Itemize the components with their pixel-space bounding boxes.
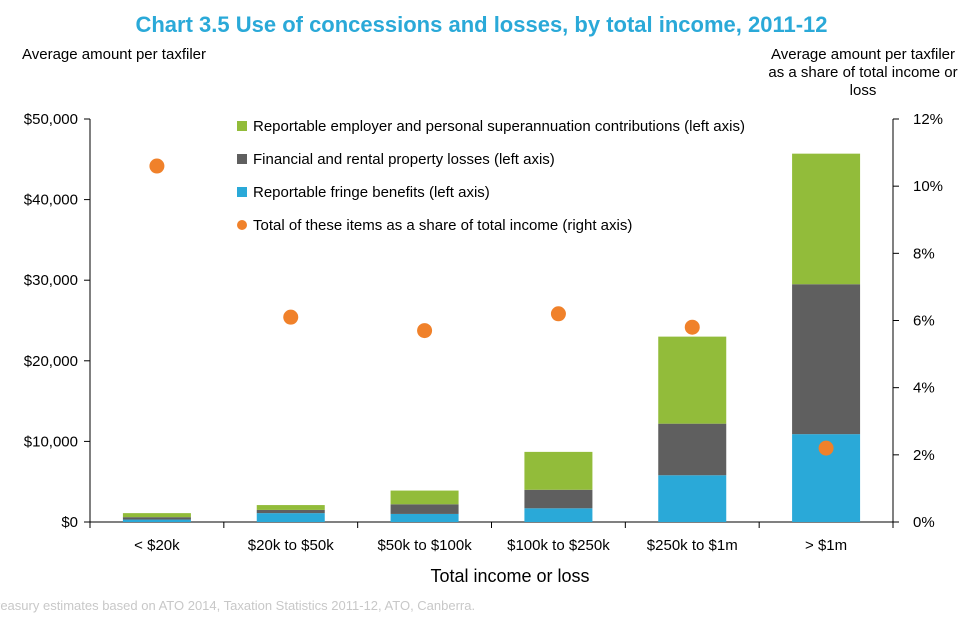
left-tick-label: $0 <box>61 514 78 531</box>
share-point <box>818 440 834 456</box>
left-tick-label: $40,000 <box>24 192 78 209</box>
left-tick-label: $20,000 <box>24 353 78 370</box>
bar-segment-2 <box>658 336 727 424</box>
right-tick-label: 6% <box>913 313 935 330</box>
share-point <box>283 309 299 325</box>
bar-segment-2 <box>390 490 459 505</box>
bar-segment-1 <box>524 489 593 509</box>
x-tick-label: $250k to $1m <box>647 537 738 554</box>
legend-swatch <box>237 187 247 197</box>
x-tick-label: $100k to $250k <box>507 537 610 554</box>
points <box>149 158 834 456</box>
right-axis-title: Average amount per taxfiler as a share o… <box>768 46 958 99</box>
source-note: reasury estimates based on ATO 2014, Tax… <box>0 598 476 613</box>
legend-swatch <box>237 121 247 131</box>
share-point <box>149 158 165 174</box>
x-tick-label: < $20k <box>134 537 180 554</box>
legend-swatch <box>237 154 247 164</box>
right-tick-label: 12% <box>913 111 943 128</box>
right-tick-label: 2% <box>913 447 935 464</box>
chart-title: Chart 3.5 Use of concessions and losses,… <box>135 12 828 37</box>
right-tick-label: 10% <box>913 178 943 195</box>
x-tick-label: $20k to $50k <box>248 537 334 554</box>
bar-segment-2 <box>256 505 325 510</box>
share-point <box>684 319 700 335</box>
x-tick-label: > $1m <box>805 537 847 554</box>
legend-label: Reportable fringe benefits (left axis) <box>253 184 490 201</box>
legend: Reportable employer and personal superan… <box>237 118 745 234</box>
bar-segment-1 <box>792 284 861 435</box>
left-tick-label: $50,000 <box>24 111 78 128</box>
left-tick-label: $30,000 <box>24 272 78 289</box>
left-axis-title: Average amount per taxfiler <box>22 46 206 63</box>
bar-segment-1 <box>122 517 191 520</box>
legend-label: Total of these items as a share of total… <box>253 217 632 234</box>
bar-segment-1 <box>256 509 325 514</box>
bar-segment-2 <box>122 513 191 518</box>
bar-segment-0 <box>390 513 459 522</box>
bar-segment-2 <box>524 451 593 490</box>
share-point <box>550 306 566 322</box>
bars <box>122 153 861 522</box>
right-tick-label: 0% <box>913 514 935 531</box>
axes: $0 $10,000 $20,000 $30,000 $40,000 $50,000 0% 2… <box>24 111 943 554</box>
legend-label: Financial and rental property losses (le… <box>253 151 555 168</box>
bar-segment-2 <box>792 153 861 285</box>
legend-label: Reportable employer and personal superan… <box>253 118 745 135</box>
legend-swatch <box>237 220 247 230</box>
bar-segment-0 <box>122 519 191 522</box>
bar-segment-0 <box>658 475 727 522</box>
bar-segment-0 <box>256 513 325 522</box>
x-axis-title: Total income or loss <box>430 566 589 586</box>
share-point <box>417 323 433 339</box>
x-tick-label: $50k to $100k <box>377 537 472 554</box>
bar-segment-0 <box>524 508 593 522</box>
bar-segment-1 <box>390 504 459 514</box>
bar-segment-1 <box>658 423 727 476</box>
right-tick-label: 8% <box>913 245 935 262</box>
right-tick-label: 4% <box>913 380 935 397</box>
left-tick-label: $10,000 <box>24 433 78 450</box>
